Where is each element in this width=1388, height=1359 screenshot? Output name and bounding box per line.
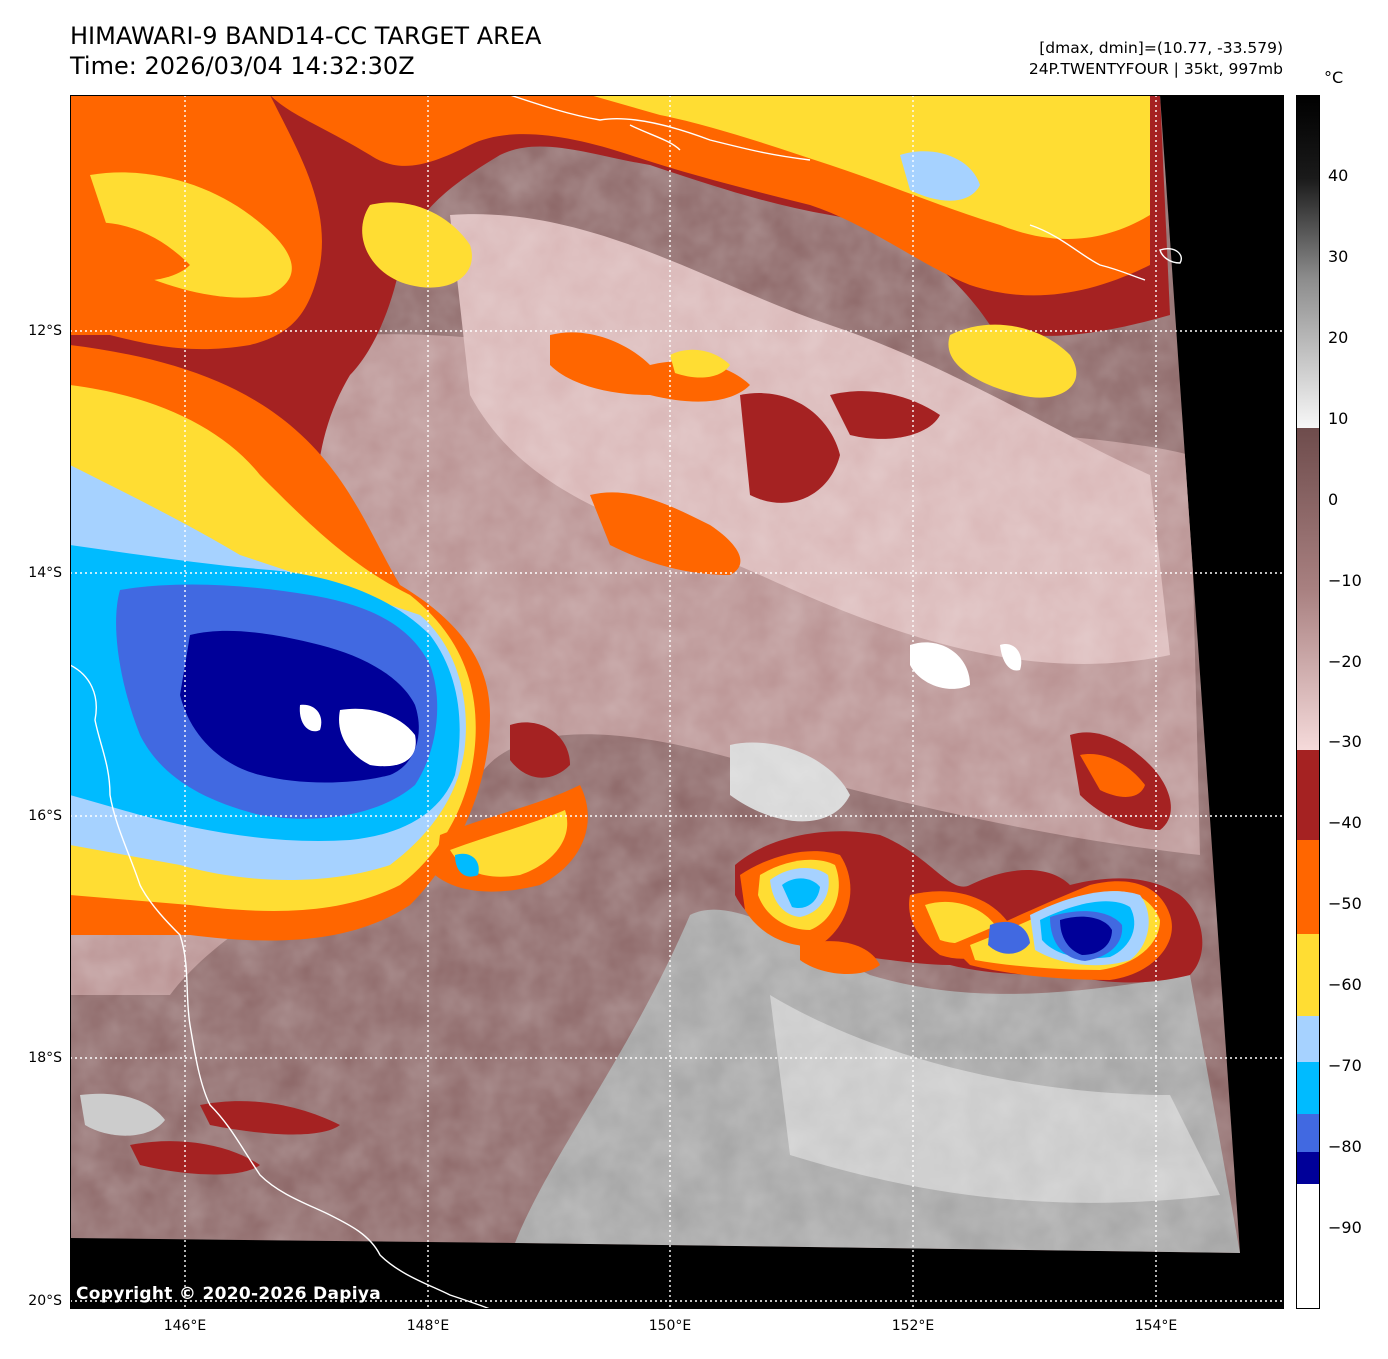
colorbar-tick-label: −60 — [1328, 975, 1362, 995]
satellite-map — [70, 95, 1284, 1309]
lon-label-148e: 148°E — [406, 1318, 450, 1334]
lon-label-152e: 152°E — [891, 1318, 935, 1334]
colorbar-tick-label: −40 — [1328, 813, 1362, 833]
temperature-colorbar — [1296, 95, 1320, 1309]
colorbar-tick-label: 10 — [1328, 408, 1349, 428]
lat-label-14s: 14°S — [28, 565, 62, 581]
lon-label-146e: 146°E — [163, 1318, 207, 1334]
lat-label-16s: 16°S — [28, 808, 62, 824]
colorbar-tick-label: 20 — [1328, 327, 1349, 347]
lon-label-150e: 150°E — [648, 1318, 692, 1334]
lat-label-18s: 18°S — [28, 1050, 62, 1066]
colorbar-tick-label: −50 — [1328, 894, 1362, 914]
lat-label-12s: 12°S — [28, 323, 62, 339]
colorbar-tick-label: −30 — [1328, 732, 1362, 752]
colorbar-tick-label: 40 — [1328, 165, 1349, 185]
copyright-text: Copyright © 2020-2026 Dapiya — [76, 1284, 381, 1304]
lat-label-20s: 20°S — [28, 1293, 62, 1309]
map-timestamp: Time: 2026/03/04 14:32:30Z — [70, 52, 415, 80]
colorbar-tick-label: −90 — [1328, 1218, 1362, 1238]
colorbar-tick-label: −70 — [1328, 1056, 1362, 1076]
dmax-dmin-readout: [dmax, dmin]=(10.77, -33.579) — [1039, 39, 1283, 57]
lon-label-154e: 154°E — [1134, 1318, 1178, 1334]
colorbar-tick-label: −10 — [1328, 570, 1362, 590]
colorbar-tick-label: −80 — [1328, 1137, 1362, 1157]
colorbar-tick-label: 30 — [1328, 246, 1349, 266]
map-title: HIMAWARI-9 BAND14-CC TARGET AREA — [70, 22, 542, 50]
colorbar-tick-label: −20 — [1328, 651, 1362, 671]
storm-info: 24P.TWENTYFOUR | 35kt, 997mb — [1028, 60, 1283, 78]
colorbar-unit: °C — [1324, 68, 1344, 87]
colorbar-tick-label: 0 — [1328, 489, 1339, 509]
